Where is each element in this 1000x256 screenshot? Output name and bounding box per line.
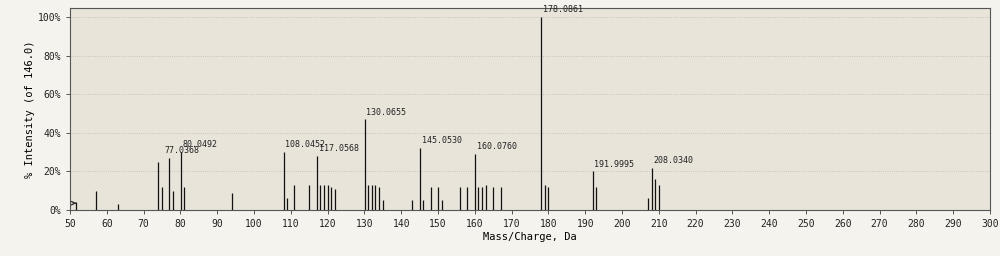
Text: 80.0492: 80.0492 xyxy=(182,140,217,149)
Text: 178.0861: 178.0861 xyxy=(543,5,583,14)
Text: 108.0452: 108.0452 xyxy=(285,140,325,149)
Text: 130.0655: 130.0655 xyxy=(366,108,406,116)
X-axis label: Mass/Charge, Da: Mass/Charge, Da xyxy=(483,232,577,242)
Text: 160.0760: 160.0760 xyxy=(477,142,517,151)
Text: 208.0340: 208.0340 xyxy=(653,156,693,165)
Text: 145.0530: 145.0530 xyxy=(422,136,462,145)
Text: 117.0568: 117.0568 xyxy=(319,144,359,153)
Text: 191.9995: 191.9995 xyxy=(594,159,634,168)
Text: 77.0368: 77.0368 xyxy=(164,146,199,155)
Y-axis label: % Intensity (of 146.0): % Intensity (of 146.0) xyxy=(25,40,35,178)
